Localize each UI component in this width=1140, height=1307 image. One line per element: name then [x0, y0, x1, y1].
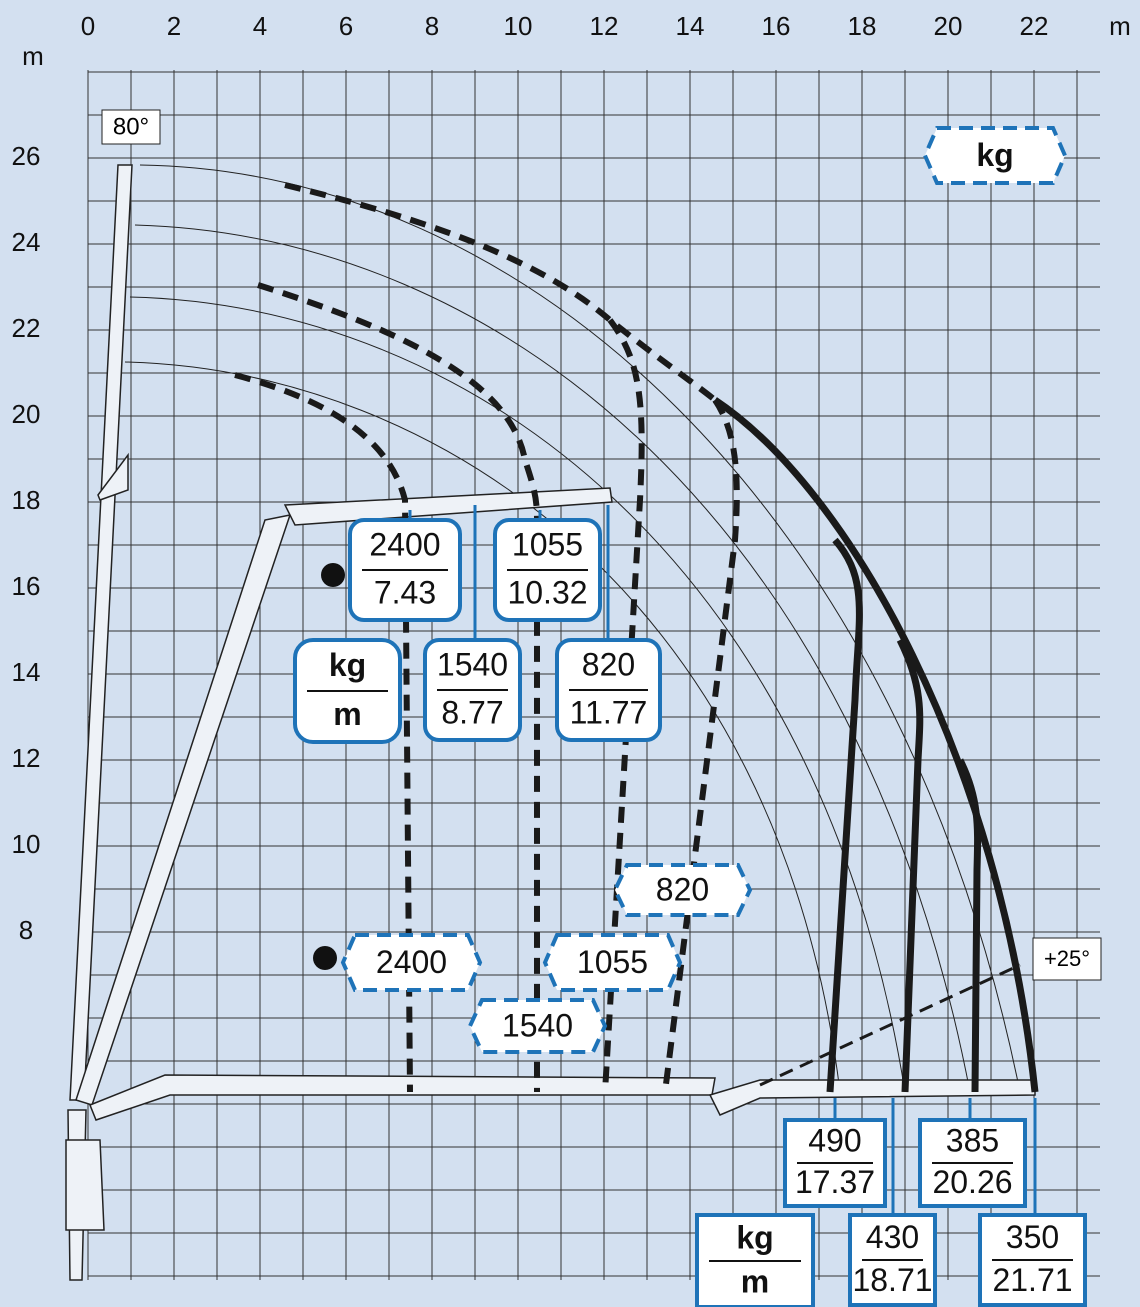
dashed-label: 820	[656, 871, 709, 907]
load-value: 1540	[437, 646, 508, 682]
vertical-tip	[97, 452, 129, 501]
dashed-curve	[284, 182, 717, 403]
angle-box	[101, 109, 161, 145]
load-reach: 18.71	[852, 1262, 932, 1298]
y-tick-label: 24	[12, 227, 41, 257]
x-tick-label: 20	[934, 11, 963, 41]
angle-label: +25°	[1044, 946, 1090, 971]
dashed-box	[612, 863, 753, 917]
load-value: 350	[1006, 1219, 1059, 1255]
load-curves	[234, 182, 1039, 1093]
dot	[321, 563, 345, 587]
load-reach: 17.37	[795, 1164, 875, 1200]
dashed-box	[922, 126, 1068, 185]
x-unit: m	[1109, 11, 1131, 41]
solid-curve	[896, 638, 924, 1093]
x-tick-label: 4	[253, 11, 267, 41]
y-tick-label: 20	[12, 399, 41, 429]
load-reach: 20.26	[932, 1164, 1012, 1200]
load-reach: 10.32	[507, 574, 587, 610]
load-boxes: 2400 7.43 1055 10.32 1540 8.77 820 11.77 490 17.3…	[293, 126, 1087, 1307]
y-tick-label: 18	[12, 485, 41, 515]
load-reach: 7.43	[374, 574, 436, 610]
y-tick-label: 10	[12, 829, 41, 859]
load-reach: m	[333, 696, 361, 732]
dashed-curve	[257, 282, 540, 1092]
x-tick-label: 2	[167, 11, 181, 41]
load-value: 2400	[369, 526, 440, 562]
load-value: 490	[808, 1123, 861, 1159]
load-value: 385	[946, 1123, 999, 1159]
horizontal-jib	[708, 1079, 1036, 1116]
y-tick-label: 26	[12, 141, 41, 171]
dashed-box	[340, 933, 483, 992]
y-tick-label: 22	[12, 313, 41, 343]
x-tick-label: 0	[81, 11, 95, 41]
angle-box	[1032, 937, 1102, 981]
y-tick-label: 12	[12, 743, 41, 773]
x-tick-label: 8	[425, 11, 439, 41]
y-tick-label: 14	[12, 657, 41, 687]
min-angle-line	[759, 963, 1021, 1087]
x-tick-label: 14	[676, 11, 705, 41]
dashed-box	[467, 998, 608, 1054]
dashed-label: 2400	[376, 944, 447, 980]
y-unit: m	[22, 41, 44, 71]
dashed-label: 1540	[502, 1007, 573, 1043]
dashed-curve	[662, 398, 740, 1093]
load-value: kg	[329, 647, 366, 683]
base	[65, 1139, 105, 1231]
x-tick-label: 6	[339, 11, 353, 41]
folded-jib	[283, 487, 613, 526]
arc	[134, 224, 971, 1093]
x-tick-label: 10	[504, 11, 533, 41]
arc	[129, 296, 906, 1093]
dashed-box	[542, 933, 683, 992]
load-reach: 8.77	[441, 694, 503, 730]
load-reach: 11.77	[570, 694, 648, 730]
arc	[139, 164, 1021, 1093]
crane	[65, 164, 1036, 1281]
load-value: 430	[866, 1219, 919, 1255]
dashed-curve	[234, 372, 413, 1093]
dashed-curve	[602, 318, 645, 1093]
load-reach: m	[741, 1263, 769, 1299]
solid-curve	[956, 758, 982, 1093]
x-tick-label: 18	[848, 11, 877, 41]
horizontal-boom	[89, 1074, 716, 1121]
dot	[313, 946, 337, 970]
dashed-label: kg	[976, 137, 1013, 173]
y-tick-label: 16	[12, 571, 41, 601]
load-value: 1055	[512, 526, 583, 562]
solid-curve	[826, 537, 863, 1093]
x-tick-label: 16	[762, 11, 791, 41]
load-reach: 21.71	[992, 1262, 1072, 1298]
x-tick-label: 22	[1020, 11, 1049, 41]
angle-label: 80°	[113, 113, 149, 140]
x-tick-label: 12	[590, 11, 619, 41]
load-value: kg	[736, 1219, 773, 1255]
load-value: 820	[582, 646, 635, 682]
dashed-label: 1055	[577, 944, 648, 980]
solid-curve	[713, 397, 1039, 1093]
y-tick-label: 8	[19, 915, 33, 945]
